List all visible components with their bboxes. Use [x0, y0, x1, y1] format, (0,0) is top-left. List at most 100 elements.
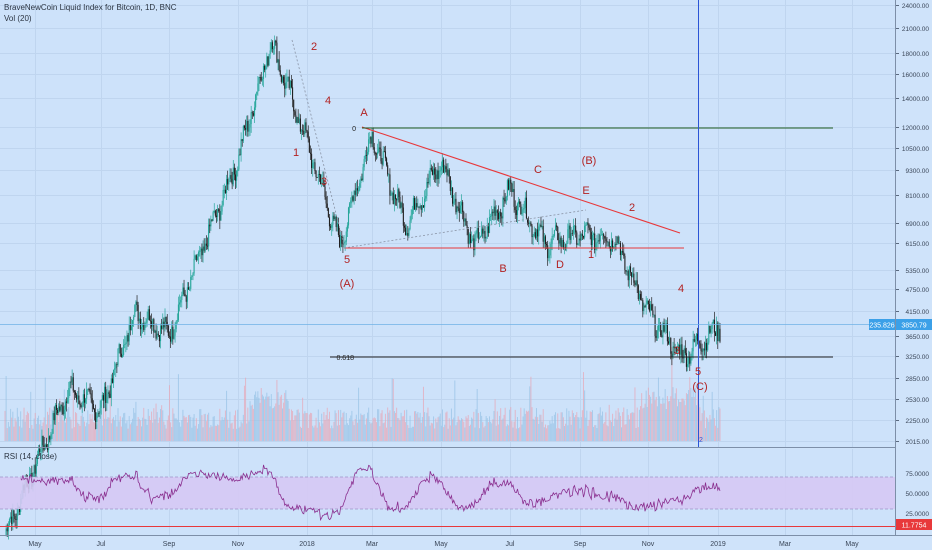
candle-body — [533, 232, 535, 237]
candle-body — [416, 203, 418, 208]
volume-bar — [556, 428, 558, 441]
candle-body — [272, 48, 275, 50]
volume-bar — [642, 408, 644, 441]
volume-bar — [22, 419, 24, 441]
candle-body — [247, 120, 249, 132]
fib-label: 0 — [352, 126, 356, 133]
candle-body — [217, 209, 219, 217]
candle-body — [167, 325, 169, 336]
volume-bar — [232, 428, 234, 441]
candle-body — [381, 161, 383, 165]
volume-bar — [597, 414, 599, 441]
volume-bar — [435, 418, 437, 441]
candle-body — [166, 321, 168, 326]
candle-body — [653, 314, 655, 316]
candle-body — [464, 218, 466, 222]
candle-body — [129, 324, 131, 331]
rsi-tick-label: 25.0000 — [906, 511, 930, 518]
candle-body — [45, 444, 47, 449]
volume-bar — [548, 425, 550, 441]
volume-bar — [13, 426, 15, 441]
volume-bar — [149, 420, 151, 441]
candle-body — [590, 232, 592, 246]
candle-body — [445, 166, 447, 170]
candle-body — [548, 255, 550, 259]
volume-bar — [344, 424, 346, 441]
volume-bar — [471, 417, 473, 441]
volume-bar — [657, 377, 659, 441]
volume-bar — [91, 414, 93, 441]
candle-body — [706, 342, 708, 351]
candle-body — [436, 170, 438, 180]
candle-body — [214, 210, 216, 216]
volume-bar — [697, 389, 699, 441]
volume-bar — [73, 427, 75, 441]
volume-bar — [380, 413, 382, 441]
candle-body — [330, 226, 332, 228]
candle-body — [577, 244, 579, 246]
volume-bar — [343, 411, 345, 441]
volume-bar — [127, 428, 129, 441]
volume-bar — [510, 407, 512, 441]
volume-bar — [461, 418, 463, 441]
time-label: 2018 — [299, 541, 315, 548]
volume-bar — [472, 418, 474, 441]
volume-bar — [170, 422, 172, 441]
candle-body — [542, 225, 544, 242]
volume-bar — [661, 403, 663, 441]
candle-body — [603, 234, 605, 237]
candle-body — [506, 180, 508, 197]
volume-bar — [539, 414, 541, 441]
candle-body — [184, 294, 186, 297]
volume-bar — [31, 425, 33, 441]
volume-bar — [590, 411, 592, 441]
price-tick-label: 10500.00 — [902, 146, 929, 153]
candle-body — [654, 314, 656, 337]
candle-body — [455, 198, 457, 213]
volume-bar — [264, 399, 266, 441]
candle-body — [328, 217, 331, 227]
volume-bar — [673, 398, 675, 441]
candle-body — [30, 473, 32, 474]
candle-body — [112, 369, 115, 383]
candle-body — [415, 203, 417, 210]
candle-body — [292, 87, 294, 100]
candle-body — [115, 364, 117, 369]
candle-body — [165, 316, 167, 322]
volume-bar — [422, 386, 424, 441]
candle-body — [401, 202, 403, 208]
volume-bar — [568, 410, 570, 441]
candle-body — [463, 212, 465, 222]
volume-bar — [690, 387, 692, 441]
candle-body — [234, 174, 237, 181]
candle-body — [541, 225, 543, 228]
volume-bar — [183, 415, 185, 441]
candle-body — [41, 435, 43, 452]
candle-body — [642, 300, 644, 312]
volume-bar — [552, 423, 554, 441]
candle-body — [171, 326, 173, 342]
candle-body — [459, 205, 461, 214]
volume-bar — [575, 415, 577, 441]
volume-bar — [707, 418, 709, 441]
volume-bar — [42, 422, 44, 441]
volume-bar — [666, 396, 668, 441]
volume-bar — [30, 391, 32, 441]
candle-body — [243, 125, 246, 129]
volume-bar — [377, 409, 379, 441]
volume-bar — [121, 417, 123, 441]
volume-bar — [202, 427, 204, 441]
candle-body — [144, 322, 146, 330]
volume-bar — [521, 424, 523, 441]
volume-bar — [196, 428, 198, 441]
volume-bar — [99, 415, 101, 441]
candle-body — [500, 212, 502, 217]
volume-bar — [393, 411, 395, 441]
candle-body — [283, 76, 285, 84]
time-label: Nov — [232, 541, 245, 548]
volume-bar — [49, 407, 51, 441]
volume-bar — [602, 411, 604, 441]
wave-label: 1 — [293, 147, 299, 159]
volume-bar — [60, 411, 62, 441]
